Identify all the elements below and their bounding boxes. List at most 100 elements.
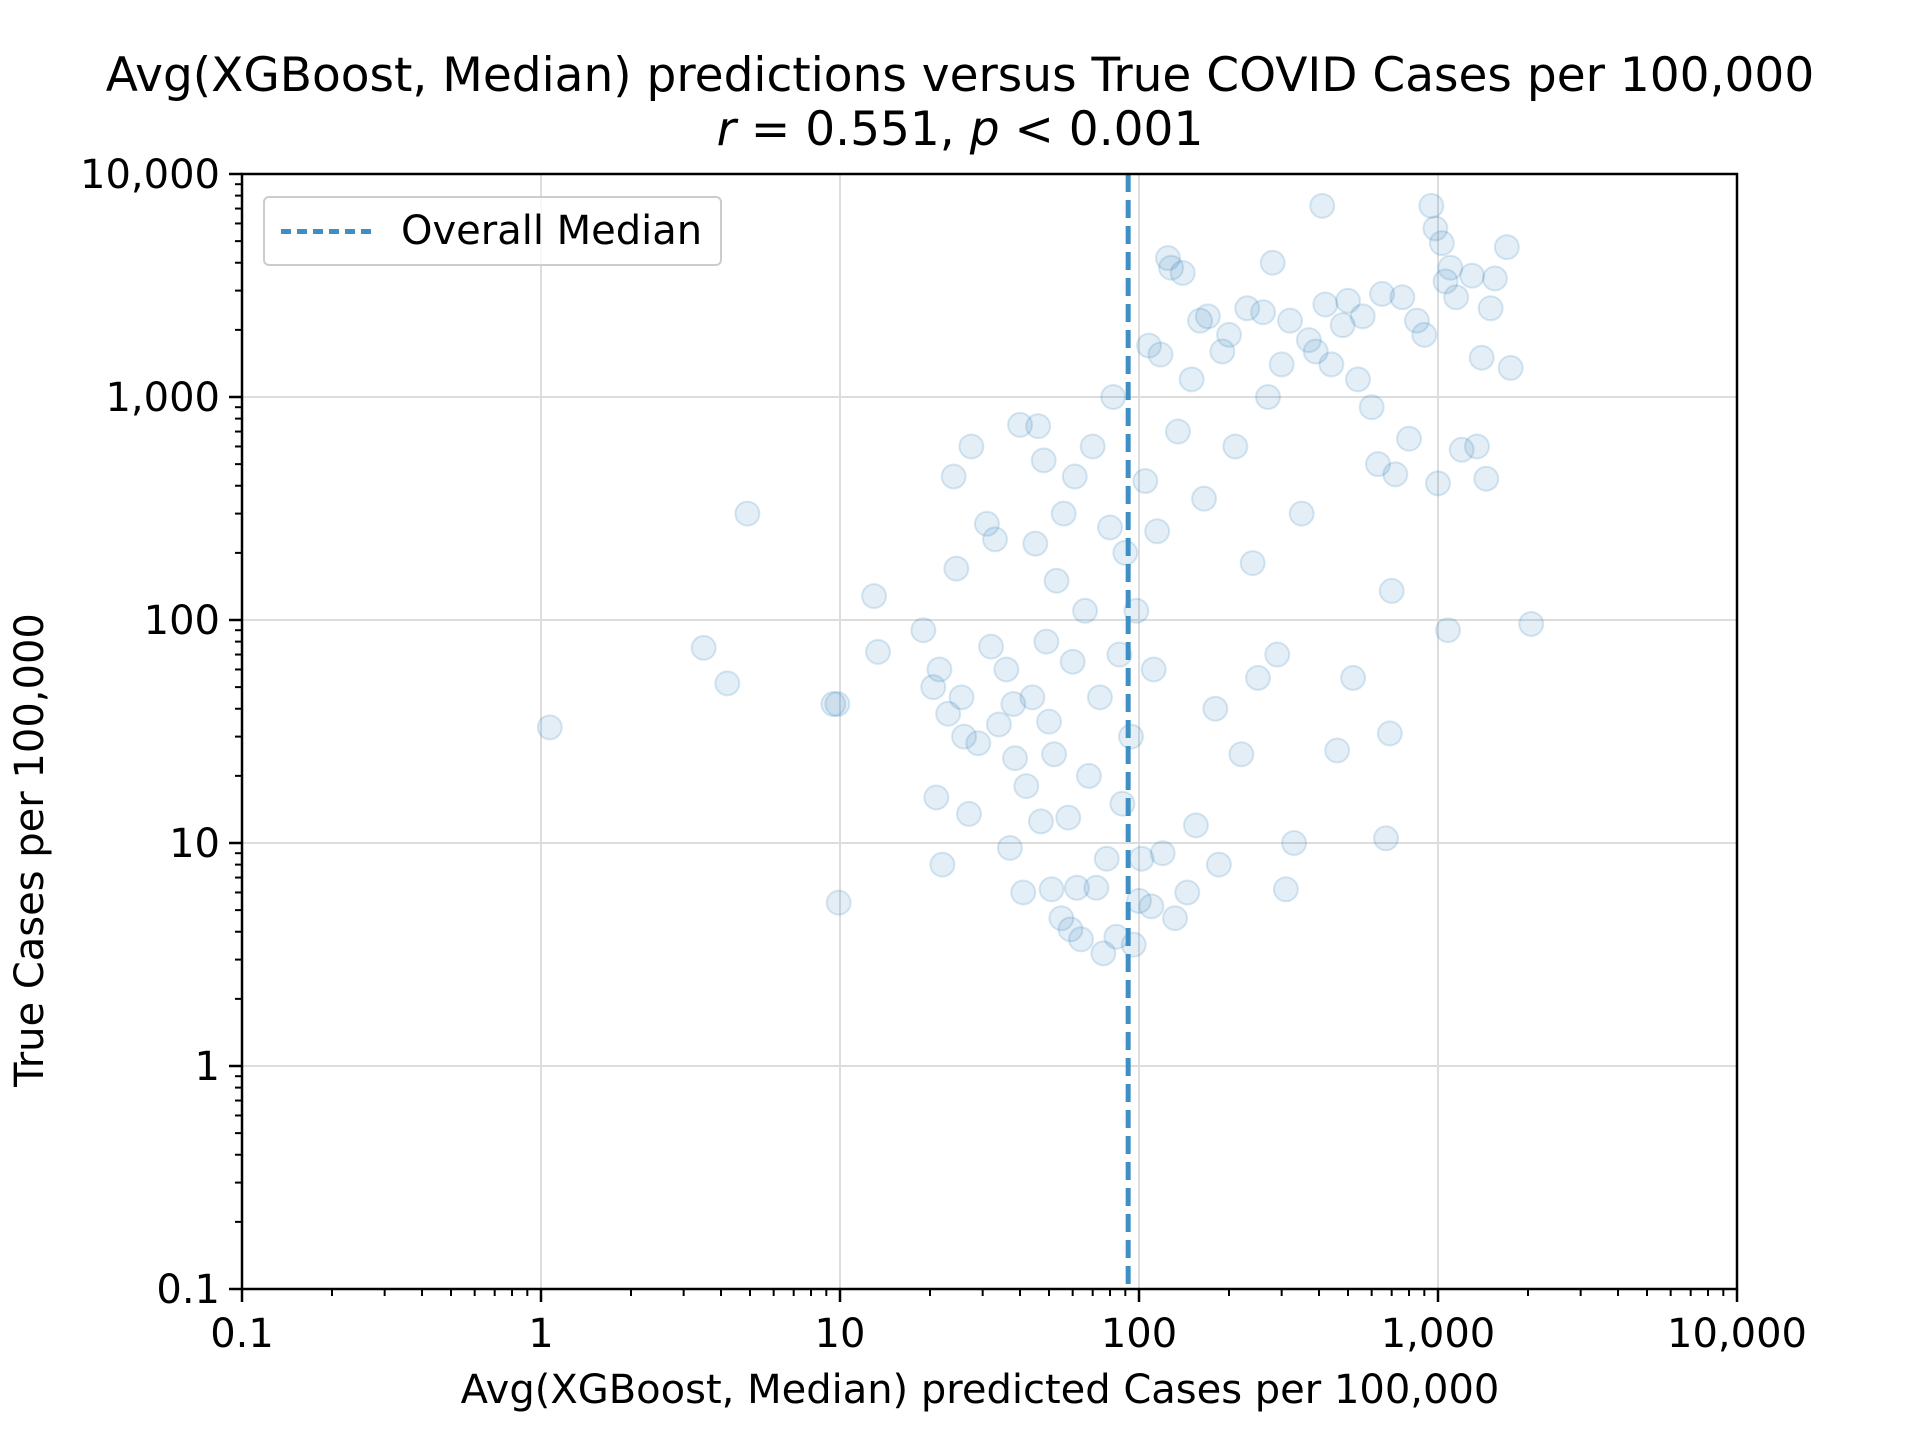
data-point bbox=[1216, 321, 1243, 348]
legend-dashed-line-swatch bbox=[281, 228, 371, 234]
data-point bbox=[1050, 500, 1077, 527]
data-point bbox=[1358, 394, 1385, 421]
data-point bbox=[1138, 893, 1165, 920]
data-point bbox=[1389, 284, 1416, 311]
data-point bbox=[1334, 287, 1361, 314]
data-point bbox=[1244, 664, 1271, 691]
data-point bbox=[996, 834, 1023, 861]
data-point bbox=[1144, 518, 1171, 545]
data-point bbox=[1376, 720, 1403, 747]
data-point bbox=[1010, 879, 1037, 906]
data-point bbox=[1169, 259, 1196, 286]
data-point bbox=[1205, 851, 1232, 878]
data-point bbox=[1434, 617, 1461, 644]
data-point bbox=[1432, 268, 1459, 295]
data-point bbox=[1002, 745, 1029, 772]
data-point bbox=[1100, 384, 1127, 410]
data-point bbox=[1382, 461, 1409, 488]
data-point bbox=[1302, 338, 1329, 365]
data-point bbox=[861, 583, 888, 610]
x-tick-label: 1 bbox=[528, 1311, 553, 1357]
data-point bbox=[1022, 530, 1049, 557]
y-tick-label: 100 bbox=[144, 598, 220, 644]
data-point bbox=[1158, 254, 1185, 281]
data-point bbox=[1349, 303, 1376, 330]
y-tick-label: 0.1 bbox=[156, 1267, 220, 1313]
data-point bbox=[973, 510, 1000, 537]
data-point bbox=[1268, 351, 1295, 378]
data-point bbox=[1154, 245, 1181, 272]
plot-frame bbox=[240, 172, 1739, 1291]
data-point bbox=[690, 634, 717, 661]
data-point bbox=[1497, 354, 1524, 381]
data-point bbox=[1174, 879, 1201, 906]
chart-title: Avg(XGBoost, Median) predictions versus … bbox=[105, 48, 1815, 103]
data-point bbox=[965, 730, 992, 757]
data-point bbox=[1372, 825, 1399, 852]
r-symbol: r bbox=[716, 102, 736, 157]
data-point bbox=[1369, 280, 1396, 307]
p-value: < 0.001 bbox=[999, 102, 1204, 157]
x-tick-label: 0.1 bbox=[210, 1311, 274, 1357]
data-point bbox=[1027, 808, 1054, 835]
data-point bbox=[1518, 610, 1545, 637]
data-point bbox=[1061, 463, 1088, 490]
data-point bbox=[1264, 641, 1291, 668]
y-tick-label: 10,000 bbox=[80, 152, 220, 198]
data-point bbox=[940, 463, 967, 490]
data-point bbox=[1097, 514, 1124, 541]
data-point bbox=[1329, 312, 1356, 339]
data-point bbox=[714, 670, 741, 697]
data-point bbox=[536, 714, 563, 741]
data-point bbox=[1132, 468, 1159, 495]
data-point bbox=[985, 711, 1012, 738]
p-symbol: p bbox=[969, 102, 1000, 157]
data-point bbox=[1149, 840, 1176, 867]
data-point bbox=[1272, 876, 1299, 903]
data-point bbox=[1259, 249, 1286, 276]
data-point bbox=[955, 800, 982, 827]
data-point bbox=[825, 889, 852, 916]
data-point bbox=[1178, 366, 1205, 393]
data-point bbox=[1059, 648, 1086, 675]
legend: Overall Median bbox=[263, 196, 723, 266]
data-point bbox=[1425, 470, 1451, 497]
data-point bbox=[1072, 597, 1099, 624]
data-point bbox=[958, 433, 985, 460]
data-point bbox=[1128, 845, 1155, 872]
data-point bbox=[1117, 723, 1144, 750]
data-point bbox=[1202, 695, 1229, 722]
data-point bbox=[1403, 307, 1430, 334]
y-tick-label: 1,000 bbox=[105, 375, 220, 421]
data-point bbox=[993, 656, 1020, 683]
data-point bbox=[1191, 485, 1218, 512]
data-point bbox=[1288, 500, 1315, 527]
data-point bbox=[923, 784, 950, 811]
data-point bbox=[1035, 708, 1062, 735]
x-tick-label: 100 bbox=[1101, 1311, 1177, 1357]
data-point bbox=[1468, 344, 1495, 371]
data-point bbox=[865, 638, 892, 665]
data-point bbox=[1112, 539, 1139, 566]
data-point bbox=[1048, 905, 1075, 932]
data-point bbox=[1277, 307, 1304, 334]
data-point bbox=[1396, 425, 1423, 452]
data-point bbox=[1000, 691, 1027, 718]
x-axis-label: Avg(XGBoost, Median) predicted Cases per… bbox=[460, 1367, 1500, 1413]
y-tick-label: 1 bbox=[195, 1044, 220, 1090]
chart-subtitle: r = 0.551, p < 0.001 bbox=[0, 102, 1920, 157]
data-point bbox=[1477, 295, 1504, 322]
data-point bbox=[1448, 436, 1475, 463]
data-point bbox=[1043, 567, 1070, 594]
data-point bbox=[1182, 812, 1209, 839]
data-point bbox=[1109, 790, 1136, 817]
data-point bbox=[1228, 741, 1255, 768]
x-tick-label: 10,000 bbox=[1667, 1311, 1807, 1357]
data-point bbox=[1007, 411, 1034, 438]
data-point bbox=[1120, 931, 1147, 958]
data-point bbox=[1055, 804, 1082, 831]
axis-ticks: 0.1 1 10 100 1,000 10,000 0.1 1 10 100 1,000 10,000 bbox=[80, 152, 1807, 1357]
data-point bbox=[1041, 741, 1068, 768]
data-point bbox=[824, 691, 851, 718]
data-point bbox=[1162, 905, 1189, 932]
